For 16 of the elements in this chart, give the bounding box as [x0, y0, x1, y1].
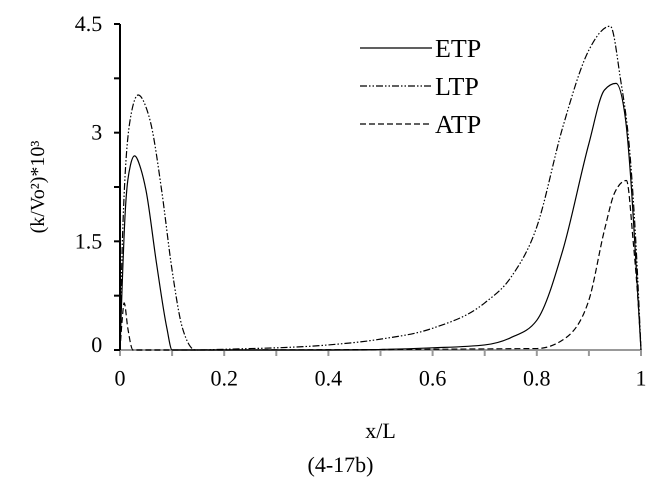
x-tick-label: 0 [114, 365, 126, 390]
y-axis-title: (k/Vo²)*10³ [27, 140, 49, 234]
x-axis-title: x/L [365, 418, 396, 443]
x-tick-label: 1 [636, 365, 646, 390]
y-tick-label: 3 [91, 120, 102, 145]
legend-label: ETP [435, 34, 482, 64]
x-tick-label: 0.6 [418, 365, 446, 390]
x-tick-label: 0.4 [314, 365, 342, 390]
legend-label: ATP [435, 110, 482, 140]
y-tick-label: 0 [91, 332, 102, 358]
x-tick-label: 0.8 [523, 365, 551, 390]
y-tick-label: 4.5 [74, 11, 102, 36]
legend-label: LTP [435, 72, 479, 102]
x-tick-label: 0.2 [210, 365, 238, 390]
y-tick-label: 1.5 [74, 228, 102, 254]
text: (4-17b) [308, 452, 374, 477]
